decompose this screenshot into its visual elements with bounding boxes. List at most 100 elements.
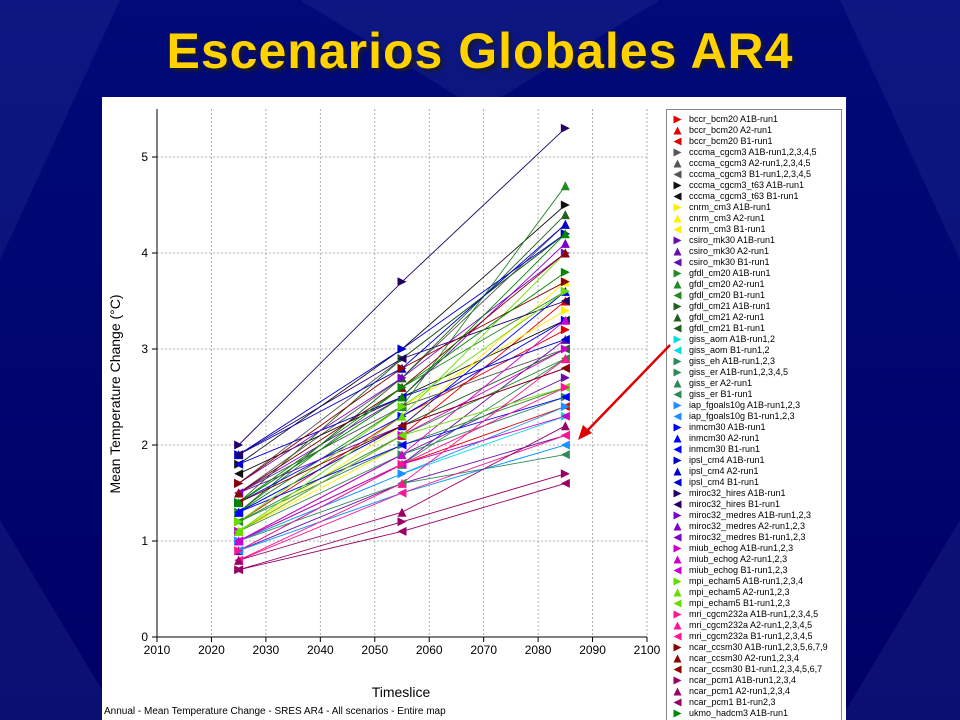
y-tick-label: 2 [141,438,148,452]
data-point-50-1 [397,421,407,431]
legend-item: gfdl_cm20 A2-run1 [673,279,845,290]
legend-item: csiro_mk30 B1-run1 [673,257,845,268]
data-point-45-1 [397,459,407,469]
data-point-45-0 [234,546,244,556]
legend-label: inmcm30 A2-run1 [689,433,760,443]
x-tick-label: 2070 [470,643,497,657]
data-point-54-1 [397,382,407,392]
legend-label: ncar_ccsm30 B1-run1,2,3,4,5,6,7 [689,664,823,674]
line-chart: 2010 2020 2030 2040 2050 2060 2070 2080 2090 2100… [107,109,661,700]
legend-label: csiro_mk30 A2-run1 [689,246,770,256]
legend-label: csiro_mk30 B1-run1 [689,257,770,267]
data-point-26-2 [560,402,570,412]
legend-marker [673,368,682,377]
legend-label: miroc32_medres A1B-run1,2,3 [689,510,812,520]
data-point-39-2 [560,344,570,354]
data-point-18-2 [560,210,570,220]
legend-marker [673,357,682,366]
x-tick-label: 2040 [307,643,334,657]
legend-label: miroc32_hires B1-run1 [689,499,781,509]
legend-marker [673,467,682,476]
legend-label: gfdl_cm20 A2-run1 [689,279,765,289]
legend-marker [673,665,682,674]
legend-marker [673,346,682,355]
legend-marker [673,412,682,421]
data-point-48-1 [397,363,407,373]
x-tick-label: 2080 [525,643,552,657]
legend-label: gfdl_cm20 A1B-run1 [689,268,771,278]
legend-marker [673,621,682,630]
legend-item: ipsl_cm4 A1B-run1 [673,455,845,466]
legend-item: giss_er B1-run1 [673,389,845,400]
legend-item: cnrm_cm3 A1B-run1 [673,202,845,213]
legend-item: miroc32_hires A1B-run1 [673,488,845,499]
legend-label: cnrm_cm3 A1B-run1 [689,202,772,212]
data-point-32-2 [560,219,570,229]
legend-label: giss_eh A1B-run1,2,3 [689,356,776,366]
legend-marker [673,709,682,718]
legend-marker [673,445,682,454]
legend-item: miub_echog B1-run1,2,3 [673,565,845,576]
legend-marker [673,698,682,707]
legend-marker [673,555,682,564]
legend-item: giss_er A1B-run1,2,3,4,5 [673,367,845,378]
legend-marker [673,324,682,333]
data-point-40-1 [397,450,407,460]
legend-label: cccma_cgcm3 A2-run1,2,3,4,5 [689,158,811,168]
legend-item: giss_er A2-run1 [673,378,845,389]
data-point-15-2 [560,181,570,191]
x-tick-label: 2090 [579,643,606,657]
data-point-52-1 [397,507,407,517]
legend-label: gfdl_cm21 B1-run1 [689,323,766,333]
x-tick-label: 2010 [144,643,171,657]
legend-item: iap_fgoals10g A1B-run1,2,3 [673,400,845,411]
legend-item: gfdl_cm20 A1B-run1 [673,268,845,279]
legend-marker [673,115,682,124]
legend-item: miroc32_medres B1-run1,2,3 [673,532,845,543]
legend-marker [673,643,682,652]
legend-item: cccma_cgcm3_t63 B1-run1 [673,191,845,202]
data-point-53-0 [234,565,244,575]
data-point-47-1 [397,488,407,498]
legend-marker [673,225,682,234]
legend-item: ncar_ccsm30 A2-run1,2,3,4 [673,653,845,664]
data-point-55-2 [560,229,570,239]
legend-item: ncar_ccsm30 B1-run1,2,3,4,5,6,7 [673,664,845,675]
legend-item: giss_eh A1B-run1,2,3 [673,356,845,367]
legend-panel: bccr_bcm20 A1B-run1 bccr_bcm20 A2-run1 bcc… [662,97,846,720]
data-point-36-1 [397,373,407,383]
legend-label: ukmo_hadcm3 A1B-run1 [689,708,789,718]
legend-marker [673,511,682,520]
data-point-7-0 [234,469,244,479]
legend-label: inmcm30 A1B-run1 [689,422,766,432]
legend-item: mpi_echam5 B1-run1,2,3 [673,598,845,609]
legend-label: mpi_echam5 A1B-run1,2,3,4 [689,576,804,586]
legend-item: ncar_pcm1 B1-run2,3 [673,697,845,708]
legend-marker [673,313,682,322]
legend-label: mri_cgcm232a A1B-run1,2,3,4,5 [689,609,819,619]
chart-caption: Annual - Mean Temperature Change - SRES … [104,706,446,717]
legend-item: gfdl_cm21 B1-run1 [673,323,845,334]
x-tick-label: 2060 [416,643,443,657]
data-point-30-1 [397,440,407,450]
data-point-30-2 [560,392,570,402]
legend-item: cccma_cgcm3 B1-run1,2,3,4,5 [673,169,845,180]
legend-label: ncar_ccsm30 A2-run1,2,3,4 [689,653,800,663]
data-point-34-1 [397,277,407,287]
legend-item: inmcm30 A2-run1 [673,433,845,444]
legend-item: giss_aom A1B-run1,2 [673,334,845,345]
data-point-51-2 [560,469,570,479]
legend-label: bccr_bcm20 A1B-run1 [689,114,779,124]
legend-item: bccr_bcm20 A2-run1 [673,125,845,136]
legend-label: miub_echog A2-run1,2,3 [689,554,788,564]
legend-marker [673,522,682,531]
data-point-35-2 [560,296,570,306]
y-tick-label: 4 [141,246,148,260]
data-point-55-1 [397,392,407,402]
y-tick-label: 0 [141,630,148,644]
legend-item: inmcm30 A1B-run1 [673,422,845,433]
data-point-43-1 [397,411,407,421]
legend-item: miub_echog A1B-run1,2,3 [673,543,845,554]
legend-label: giss_er A1B-run1,2,3,4,5 [689,367,789,377]
legend-item: ncar_pcm1 A1B-run1,2,3,4 [673,675,845,686]
